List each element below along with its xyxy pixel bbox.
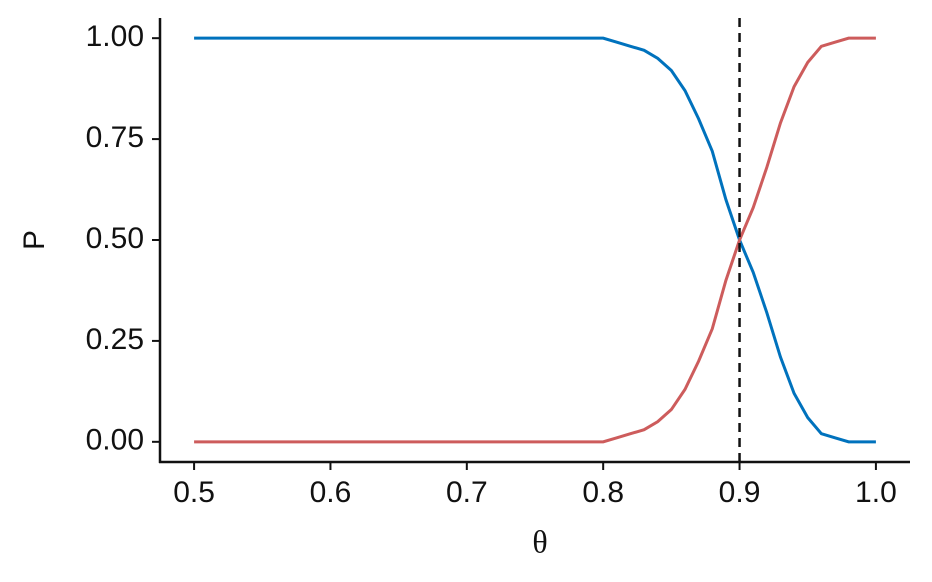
y-tick-label: 0.00: [86, 424, 144, 457]
y-tick-label: 0.50: [86, 222, 144, 255]
x-tick-label: 0.9: [719, 476, 761, 509]
y-tick-label: 0.75: [86, 121, 144, 154]
y-tick-label: 1.00: [86, 20, 144, 53]
x-tick-label: 0.8: [582, 476, 624, 509]
x-tick-label: 1.0: [855, 476, 897, 509]
series-line: [194, 36, 876, 444]
series-line: [194, 36, 876, 444]
y-tick-label: 0.25: [86, 323, 144, 356]
x-tick-label: 0.6: [310, 476, 352, 509]
x-tick-label: 0.7: [446, 476, 488, 509]
x-axis-label: θ: [532, 523, 547, 559]
x-tick-label: 0.5: [173, 476, 215, 509]
y-axis-label: P: [18, 230, 51, 250]
